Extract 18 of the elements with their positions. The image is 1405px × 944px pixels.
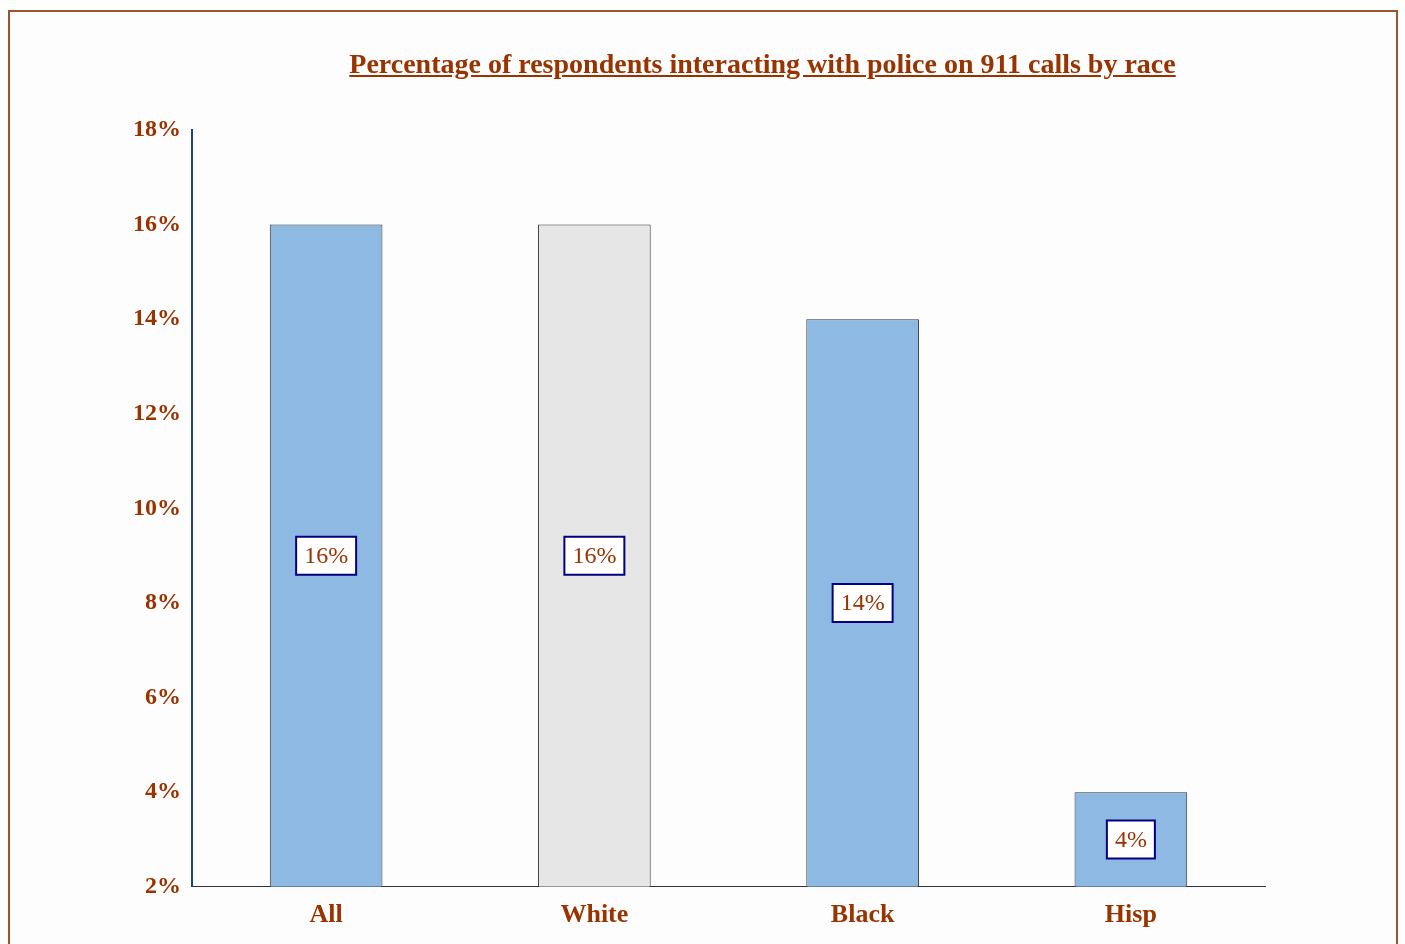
chart-title: Percentage of respondents interacting with police on 911 calls by race bbox=[348, 48, 1177, 80]
y-tick-label: 18% bbox=[133, 115, 181, 142]
x-tick-label: Black bbox=[830, 899, 895, 929]
y-tick-label: 6% bbox=[145, 682, 181, 709]
data-label: 16% bbox=[304, 542, 349, 568]
y-tick-label: 16% bbox=[133, 209, 181, 236]
data-label: 4% bbox=[1114, 825, 1147, 852]
y-tick-label: 8% bbox=[145, 588, 181, 615]
y-tick-label: 10% bbox=[133, 493, 181, 520]
x-tick-label: Hisp bbox=[1104, 899, 1157, 929]
x-tick-label: All bbox=[309, 899, 343, 929]
y-tick-label: 2% bbox=[145, 872, 181, 898]
data-label: 16% bbox=[572, 542, 617, 568]
data-label: 14% bbox=[840, 589, 885, 616]
y-tick-label: 14% bbox=[133, 304, 181, 331]
x-tick-label: White bbox=[560, 899, 629, 929]
y-tick-label: 4% bbox=[145, 777, 181, 804]
y-tick-label: 12% bbox=[133, 399, 181, 425]
